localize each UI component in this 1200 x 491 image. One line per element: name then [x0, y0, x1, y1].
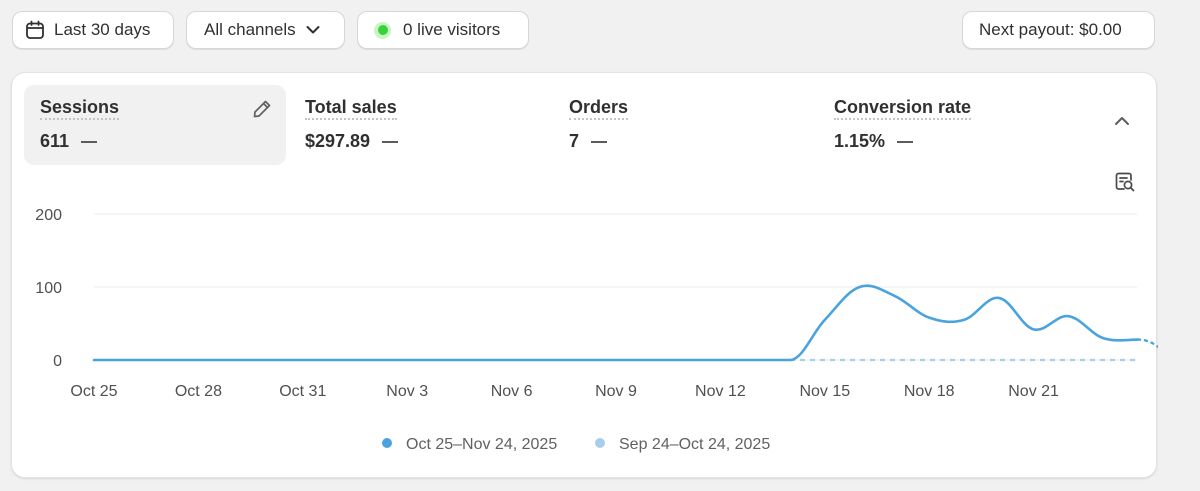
metric-tab-sessions[interactable]: Sessions 611 [24, 85, 286, 165]
metric-value: 1.15% [834, 131, 886, 151]
metric-tab-total-sales[interactable]: Total sales $297.89 [289, 85, 551, 165]
metric-value: 7 [569, 131, 580, 151]
live-dot-icon [374, 21, 391, 39]
pencil-icon[interactable] [252, 99, 272, 119]
x-tick-label: Nov 6 [491, 383, 533, 400]
metric-name[interactable]: Total sales [305, 97, 397, 120]
no-change-dash [382, 140, 399, 143]
metric-value: $297.89 [305, 131, 371, 151]
y-tick-label: 200 [35, 207, 62, 224]
x-tick-label: Nov 21 [1008, 383, 1059, 400]
x-tick-label: Oct 25 [70, 383, 117, 400]
metric-name[interactable]: Conversion rate [834, 97, 972, 120]
next-payout-label: Next payout: $0.00 [979, 20, 1122, 39]
x-tick-label: Nov 9 [595, 383, 637, 400]
metric-tab-orders[interactable]: Orders 7 [553, 85, 815, 165]
series-line-current-projection [1136, 338, 1158, 349]
legend-label: Sep 24–Oct 24, 2025 [619, 436, 770, 453]
chevron-up-icon[interactable] [1113, 115, 1131, 127]
y-tick-label: 0 [53, 353, 62, 370]
live-visitors-label: 0 live visitors [403, 20, 501, 39]
chevron-down-icon [306, 25, 320, 35]
live-visitors-button[interactable]: 0 live visitors [357, 11, 529, 49]
series-line-current-period [92, 284, 1140, 362]
legend-swatch [595, 438, 605, 448]
date-range-button[interactable]: Last 30 days [12, 11, 174, 49]
sessions-line-chart: 0 100 200 Oct 25 Oct 28 Oct 31 Nov 3 Nov 6 Nov 9… [35, 207, 1158, 453]
metric-name[interactable]: Sessions [40, 97, 120, 120]
channels-label: All channels [204, 20, 296, 39]
no-change-dash [591, 140, 608, 143]
y-tick-label: 100 [35, 280, 62, 297]
x-tick-label: Nov 18 [904, 383, 955, 400]
channels-dropdown[interactable]: All channels [186, 11, 345, 49]
metric-tab-conversion-rate[interactable]: Conversion rate 1.15% [818, 85, 1080, 165]
analytics-card: Sessions 611 Total sales $297.89 Orders … [11, 72, 1158, 478]
x-tick-label: Oct 31 [279, 383, 326, 400]
metric-value: 611 [40, 131, 70, 151]
search-report-icon[interactable] [1114, 171, 1136, 193]
metric-name[interactable]: Orders [569, 97, 629, 120]
no-change-dash [897, 140, 914, 143]
no-change-dash [81, 140, 98, 143]
date-range-label: Last 30 days [54, 20, 151, 39]
calendar-icon [25, 20, 45, 40]
legend-swatch [382, 438, 392, 448]
x-tick-label: Oct 28 [175, 383, 222, 400]
x-tick-label: Nov 3 [386, 383, 428, 400]
next-payout-button[interactable]: Next payout: $0.00 [962, 11, 1155, 49]
legend-label: Oct 25–Nov 24, 2025 [406, 436, 557, 453]
x-tick-label: Nov 15 [799, 383, 850, 400]
x-tick-label: Nov 12 [695, 383, 746, 400]
